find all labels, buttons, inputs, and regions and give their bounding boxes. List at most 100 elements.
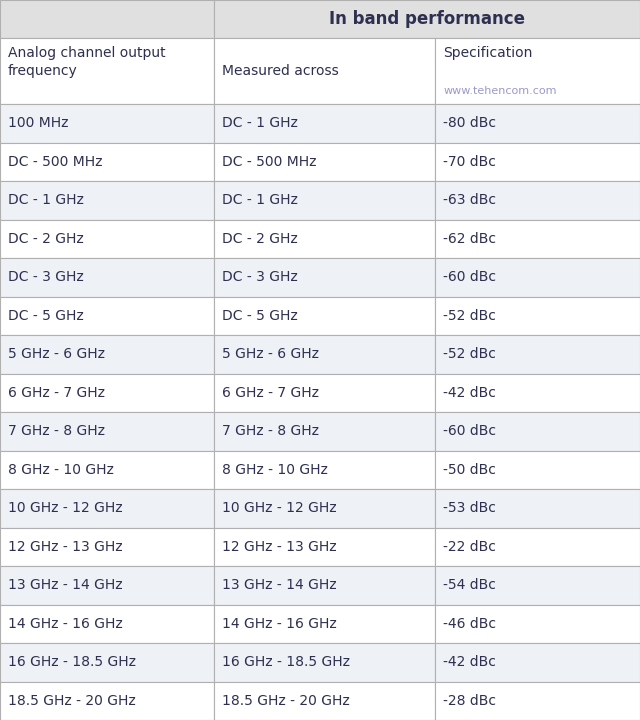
Text: 100 MHz: 100 MHz <box>8 116 68 130</box>
Text: -42 dBc: -42 dBc <box>443 386 496 400</box>
Text: 18.5 GHz - 20 GHz: 18.5 GHz - 20 GHz <box>223 694 350 708</box>
Text: DC - 500 MHz: DC - 500 MHz <box>223 155 317 168</box>
Text: DC - 500 MHz: DC - 500 MHz <box>8 155 102 168</box>
Text: 6 GHz - 7 GHz: 6 GHz - 7 GHz <box>223 386 319 400</box>
Bar <box>0 0 214 38</box>
Bar <box>0 181 214 220</box>
Text: 10 GHz - 12 GHz: 10 GHz - 12 GHz <box>223 501 337 516</box>
Bar <box>435 566 640 605</box>
Bar <box>435 297 640 335</box>
Text: 8 GHz - 10 GHz: 8 GHz - 10 GHz <box>8 463 114 477</box>
Text: 18.5 GHz - 20 GHz: 18.5 GHz - 20 GHz <box>8 694 136 708</box>
Text: -46 dBc: -46 dBc <box>443 617 496 631</box>
Text: www.tehencom.com: www.tehencom.com <box>443 86 557 96</box>
Bar <box>214 605 435 643</box>
Bar <box>435 38 640 104</box>
Bar <box>214 297 435 335</box>
Bar <box>0 374 214 412</box>
Text: -52 dBc: -52 dBc <box>443 347 496 361</box>
Text: DC - 5 GHz: DC - 5 GHz <box>8 309 84 323</box>
Bar <box>0 258 214 297</box>
Bar <box>0 643 214 682</box>
Text: -52 dBc: -52 dBc <box>443 309 496 323</box>
Text: -60 dBc: -60 dBc <box>443 424 496 438</box>
Bar <box>214 489 435 528</box>
Bar <box>0 682 214 720</box>
Text: DC - 5 GHz: DC - 5 GHz <box>223 309 298 323</box>
Bar <box>0 451 214 489</box>
Text: Analog channel output
frequency: Analog channel output frequency <box>8 46 166 78</box>
Bar <box>435 605 640 643</box>
Bar <box>214 38 435 104</box>
Bar <box>435 220 640 258</box>
Bar <box>435 258 640 297</box>
Text: DC - 2 GHz: DC - 2 GHz <box>8 232 84 246</box>
Text: -28 dBc: -28 dBc <box>443 694 496 708</box>
Bar <box>214 682 435 720</box>
Text: 14 GHz - 16 GHz: 14 GHz - 16 GHz <box>223 617 337 631</box>
Text: 5 GHz - 6 GHz: 5 GHz - 6 GHz <box>8 347 105 361</box>
Text: Specification: Specification <box>443 46 532 60</box>
Text: 7 GHz - 8 GHz: 7 GHz - 8 GHz <box>223 424 319 438</box>
Text: 13 GHz - 14 GHz: 13 GHz - 14 GHz <box>223 578 337 593</box>
Text: 13 GHz - 14 GHz: 13 GHz - 14 GHz <box>8 578 123 593</box>
Text: -62 dBc: -62 dBc <box>443 232 496 246</box>
Text: 6 GHz - 7 GHz: 6 GHz - 7 GHz <box>8 386 105 400</box>
Text: Measured across: Measured across <box>223 64 339 78</box>
Bar <box>0 566 214 605</box>
Text: DC - 2 GHz: DC - 2 GHz <box>223 232 298 246</box>
Text: -42 dBc: -42 dBc <box>443 655 496 670</box>
Bar <box>435 335 640 374</box>
Bar <box>435 451 640 489</box>
Text: 5 GHz - 6 GHz: 5 GHz - 6 GHz <box>223 347 319 361</box>
Text: DC - 3 GHz: DC - 3 GHz <box>223 270 298 284</box>
Bar <box>435 143 640 181</box>
Bar <box>214 566 435 605</box>
Text: -53 dBc: -53 dBc <box>443 501 496 516</box>
Bar <box>214 181 435 220</box>
Bar <box>214 220 435 258</box>
Text: DC - 1 GHz: DC - 1 GHz <box>223 116 298 130</box>
Bar <box>0 412 214 451</box>
Bar <box>0 605 214 643</box>
Text: DC - 1 GHz: DC - 1 GHz <box>8 193 84 207</box>
Text: DC - 1 GHz: DC - 1 GHz <box>223 193 298 207</box>
Text: 10 GHz - 12 GHz: 10 GHz - 12 GHz <box>8 501 123 516</box>
Text: 8 GHz - 10 GHz: 8 GHz - 10 GHz <box>223 463 328 477</box>
Bar <box>435 528 640 566</box>
Bar <box>214 374 435 412</box>
Bar <box>435 181 640 220</box>
Bar <box>435 104 640 143</box>
Text: 16 GHz - 18.5 GHz: 16 GHz - 18.5 GHz <box>8 655 136 670</box>
Text: In band performance: In band performance <box>329 10 525 28</box>
Text: -63 dBc: -63 dBc <box>443 193 496 207</box>
Bar <box>435 643 640 682</box>
Bar <box>0 335 214 374</box>
Bar <box>214 258 435 297</box>
Bar <box>214 412 435 451</box>
Bar <box>214 528 435 566</box>
Text: -50 dBc: -50 dBc <box>443 463 496 477</box>
Text: -60 dBc: -60 dBc <box>443 270 496 284</box>
Bar <box>435 682 640 720</box>
Bar <box>214 0 640 38</box>
Text: 12 GHz - 13 GHz: 12 GHz - 13 GHz <box>223 540 337 554</box>
Text: 14 GHz - 16 GHz: 14 GHz - 16 GHz <box>8 617 123 631</box>
Bar <box>435 412 640 451</box>
Text: 16 GHz - 18.5 GHz: 16 GHz - 18.5 GHz <box>223 655 351 670</box>
Bar <box>0 143 214 181</box>
Bar <box>0 528 214 566</box>
Bar <box>0 104 214 143</box>
Bar <box>214 104 435 143</box>
Text: 7 GHz - 8 GHz: 7 GHz - 8 GHz <box>8 424 105 438</box>
Text: -22 dBc: -22 dBc <box>443 540 496 554</box>
Bar <box>0 220 214 258</box>
Text: -70 dBc: -70 dBc <box>443 155 496 168</box>
Bar <box>214 143 435 181</box>
Text: DC - 3 GHz: DC - 3 GHz <box>8 270 84 284</box>
Bar <box>0 297 214 335</box>
Bar <box>214 451 435 489</box>
Bar <box>435 489 640 528</box>
Text: -54 dBc: -54 dBc <box>443 578 496 593</box>
Bar <box>214 335 435 374</box>
